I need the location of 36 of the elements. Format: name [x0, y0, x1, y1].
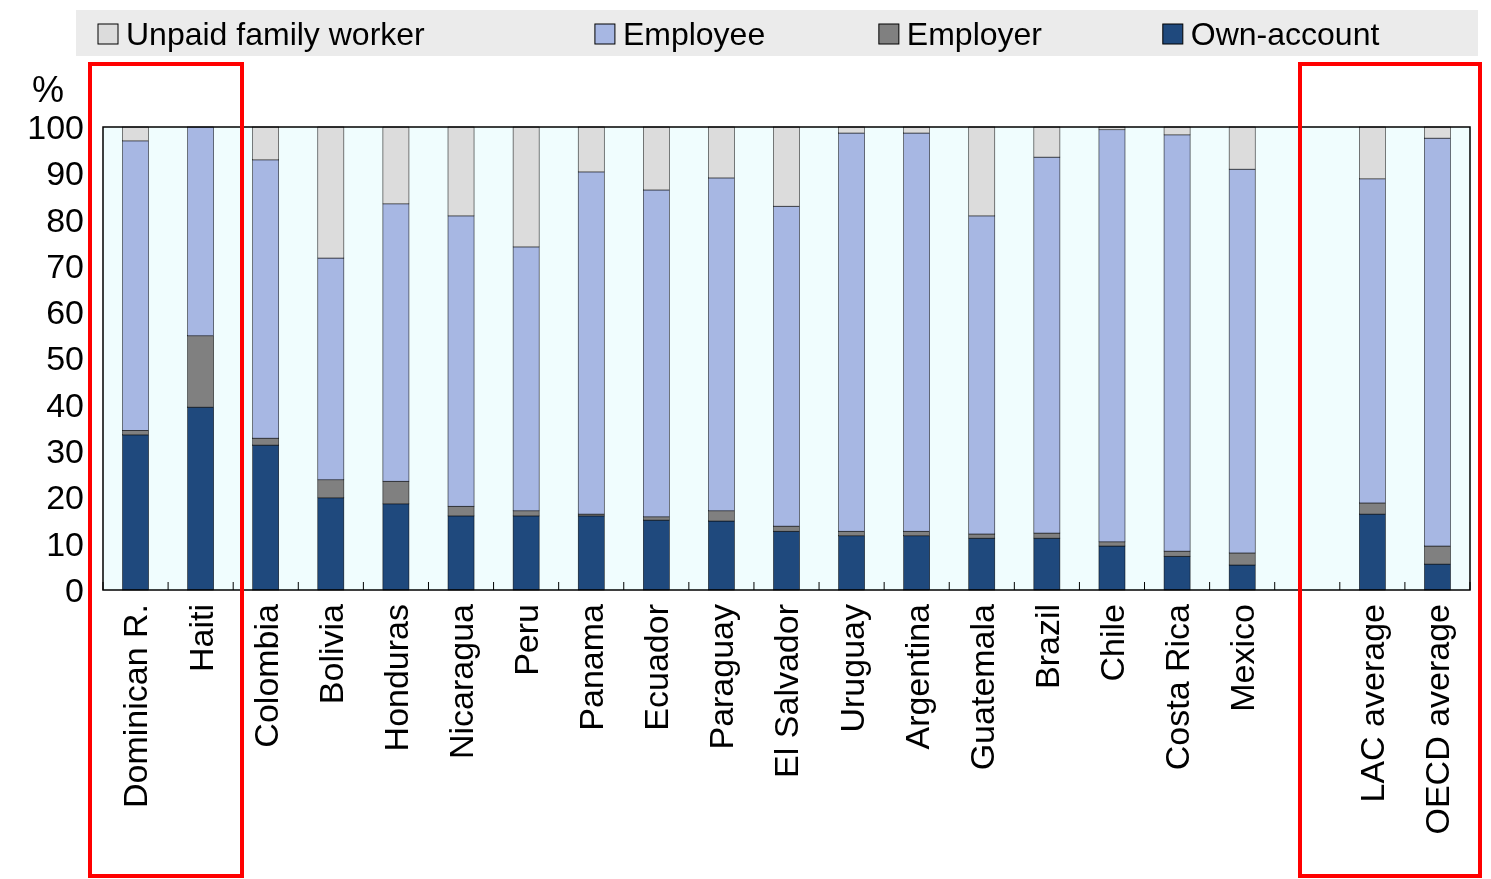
y-tick-label: 80: [46, 200, 84, 239]
y-tick-label: 100: [27, 107, 84, 146]
x-tick-label: Haiti: [181, 604, 220, 673]
y-tick-label: 30: [46, 432, 84, 470]
legend-label: Employer: [906, 16, 1043, 53]
y-tick-label: 50: [46, 339, 84, 378]
x-tick-label: OECD average: [1418, 604, 1457, 835]
y-tick-label: 20: [46, 478, 84, 517]
x-tick-label: Colombia: [246, 603, 285, 748]
x-tick-label: Mexico: [1223, 604, 1262, 712]
x-tick-label: Bolivia: [311, 603, 350, 705]
y-tick-label: 10: [46, 524, 84, 563]
x-tick-label: Costa Rica: [1157, 603, 1196, 771]
y-tick-label: 40: [46, 385, 84, 424]
x-tick-label: Paraguay: [702, 604, 741, 750]
x-tick-label: Ecuador: [637, 604, 676, 731]
x-tick-label: Argentina: [897, 603, 936, 750]
y-tick-label: 90: [46, 154, 84, 193]
x-tick-label: Brazil: [1027, 604, 1066, 690]
x-tick-label: El Salvador: [767, 604, 806, 778]
y-tick-label: 70: [46, 246, 84, 285]
y-axis-title: %: [31, 69, 65, 110]
x-tick-label: Guatemala: [962, 603, 1001, 771]
x-tick-label: Uruguay: [832, 604, 871, 733]
x-tick-label: Chile: [1092, 604, 1131, 682]
y-tick-label: 60: [46, 293, 84, 332]
y-tick-label: 0: [65, 570, 84, 609]
legend-label: Own-account: [1190, 16, 1380, 53]
x-tick-label: Peru: [507, 604, 546, 676]
legend-label: Unpaid family worker: [126, 16, 426, 53]
x-tick-label: Honduras: [376, 604, 415, 752]
x-tick-label: Panama: [572, 603, 611, 731]
x-tick-label: LAC average: [1353, 604, 1392, 803]
x-tick-label: Nicaragua: [441, 603, 480, 759]
legend-label: Employee: [622, 16, 766, 53]
x-tick-label: Dominican R.: [116, 604, 155, 809]
